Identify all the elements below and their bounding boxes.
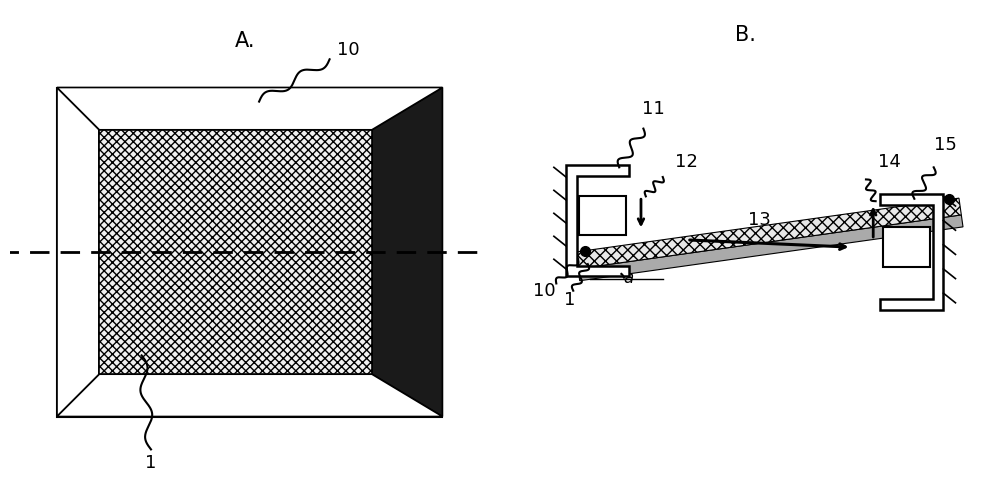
Text: 1: 1 <box>145 455 157 473</box>
Text: 14: 14 <box>878 153 901 171</box>
Text: 11: 11 <box>642 100 664 118</box>
Polygon shape <box>880 194 943 310</box>
Polygon shape <box>576 198 961 269</box>
Polygon shape <box>57 374 442 416</box>
Text: a: a <box>624 270 634 287</box>
Polygon shape <box>372 88 442 416</box>
Text: 1: 1 <box>564 291 576 309</box>
Bar <box>57 88 442 416</box>
Polygon shape <box>883 227 930 268</box>
Text: B.: B. <box>735 25 755 44</box>
Polygon shape <box>579 196 626 235</box>
Text: 12: 12 <box>675 153 698 171</box>
Bar <box>99 130 372 374</box>
Text: 10: 10 <box>337 41 360 59</box>
Text: 15: 15 <box>934 137 957 154</box>
Text: 13: 13 <box>748 211 771 229</box>
Polygon shape <box>57 88 99 416</box>
Polygon shape <box>57 88 442 130</box>
Polygon shape <box>578 215 963 281</box>
Bar <box>99 130 372 374</box>
Text: A.: A. <box>235 31 255 51</box>
Text: 10: 10 <box>533 282 556 299</box>
Polygon shape <box>566 165 629 276</box>
Bar <box>99 130 372 374</box>
